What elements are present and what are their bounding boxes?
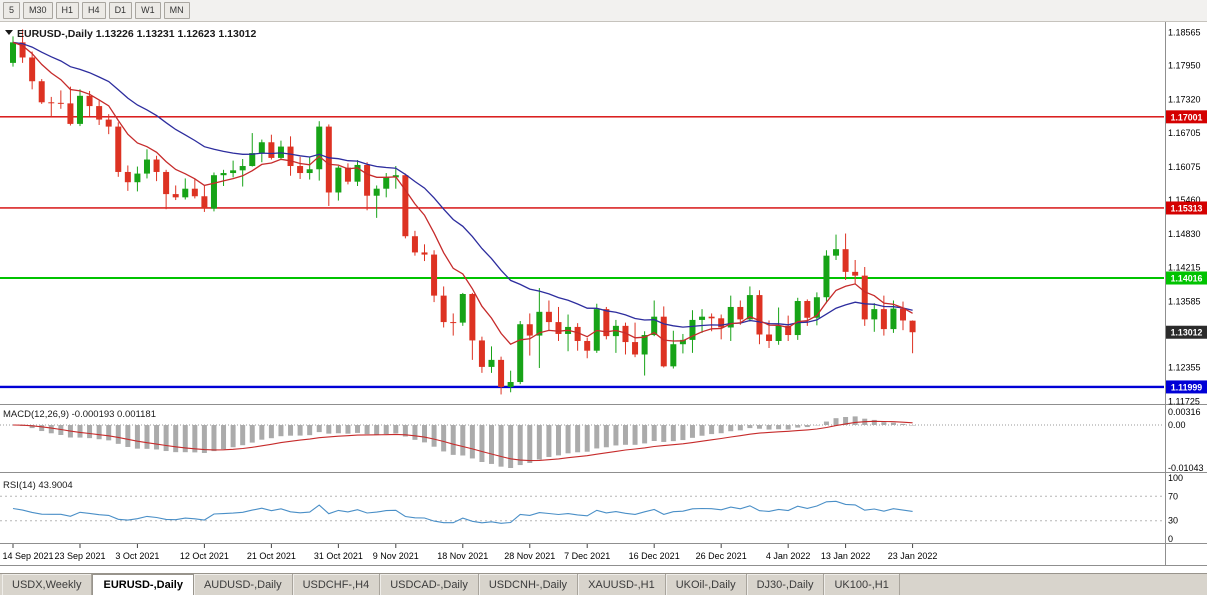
chart-tab-usdx-weekly[interactable]: USDX,Weekly bbox=[2, 574, 93, 595]
svg-text:100: 100 bbox=[1168, 473, 1183, 483]
svg-text:1.17001: 1.17001 bbox=[1171, 112, 1203, 122]
svg-text:1.13012: 1.13012 bbox=[1171, 328, 1203, 338]
macd-label: MACD(12,26,9) -0.000193 0.001181 bbox=[3, 409, 156, 420]
timeframe-button-m30[interactable]: M30 bbox=[23, 2, 53, 19]
svg-text:1.14830: 1.14830 bbox=[1168, 229, 1201, 239]
svg-text:1.15313: 1.15313 bbox=[1171, 203, 1203, 213]
svg-text:26 Dec 2021: 26 Dec 2021 bbox=[696, 551, 747, 561]
chart-tab-usdcad-daily[interactable]: USDCAD-,Daily bbox=[380, 574, 479, 595]
svg-text:1.12355: 1.12355 bbox=[1168, 363, 1201, 373]
timeframe-button-d1[interactable]: D1 bbox=[108, 2, 133, 19]
svg-text:1.14016: 1.14016 bbox=[1171, 274, 1203, 284]
svg-text:7 Dec 2021: 7 Dec 2021 bbox=[564, 551, 610, 561]
chart-tabs: USDX,Weekly EURUSD-,Daily AUDUSD-,Daily USD… bbox=[0, 573, 1207, 595]
svg-text:9 Nov 2021: 9 Nov 2021 bbox=[373, 551, 419, 561]
timeframe-buttons: 5 M30 H1 H4 D1 W1 MN bbox=[3, 2, 190, 19]
chart-tab-dj30-daily[interactable]: DJ30-,Daily bbox=[746, 574, 825, 595]
svg-text:14 Sep 2021: 14 Sep 2021 bbox=[2, 551, 53, 561]
svg-text:1.11999: 1.11999 bbox=[1171, 382, 1202, 392]
svg-text:13 Jan 2022: 13 Jan 2022 bbox=[821, 551, 871, 561]
timeframe-toolbar: 5 M30 H1 H4 D1 W1 MN bbox=[0, 0, 1207, 22]
svg-text:23 Sep 2021: 23 Sep 2021 bbox=[54, 551, 105, 561]
date-axis: 14 Sep 2021 23 Sep 2021 3 Oct 2021 12 Oct 2… bbox=[2, 544, 937, 561]
svg-text:1.17950: 1.17950 bbox=[1168, 61, 1201, 71]
chart-tab-audusd-daily[interactable]: AUDUSD-,Daily bbox=[193, 574, 293, 595]
svg-text:70: 70 bbox=[1168, 491, 1178, 501]
chart-title: EURUSD-,Daily 1.13226 1.13231 1.12623 1.… bbox=[17, 28, 256, 40]
svg-text:0: 0 bbox=[1168, 534, 1173, 544]
price-badges: 1.17001 1.15313 1.14016 1.11999 1.13012 bbox=[1166, 110, 1207, 394]
svg-text:30: 30 bbox=[1168, 516, 1178, 526]
chart-tab-usdcnh-daily[interactable]: USDCNH-,Daily bbox=[478, 574, 579, 595]
timeframe-button-mn[interactable]: MN bbox=[163, 2, 190, 19]
chart-tab-usdchf-h4[interactable]: USDCHF-,H4 bbox=[292, 574, 381, 595]
chart-area[interactable]: 1.18565 1.17950 1.17320 1.16705 1.16075 1.154… bbox=[0, 22, 1207, 573]
timeframe-button-h1[interactable]: H1 bbox=[55, 2, 80, 19]
svg-text:3 Oct 2021: 3 Oct 2021 bbox=[115, 551, 159, 561]
svg-text:1.13585: 1.13585 bbox=[1168, 296, 1201, 306]
symbol-dropdown-icon[interactable] bbox=[5, 30, 13, 35]
svg-text:1.18565: 1.18565 bbox=[1168, 27, 1201, 37]
rsi-label: RSI(14) 43.9004 bbox=[3, 480, 73, 491]
support-resistance-lines bbox=[0, 116, 1164, 389]
moving-average-lines bbox=[12, 41, 913, 345]
price-chart[interactable]: 1.18565 1.17950 1.17320 1.16705 1.16075 1.154… bbox=[0, 22, 1207, 573]
chart-tab-uk100-h1[interactable]: UK100-,H1 bbox=[824, 574, 900, 595]
chart-tab-xauusd-h1[interactable]: XAUUSD-,H1 bbox=[578, 574, 666, 595]
chart-overlay: EURUSD-,Daily 1.13226 1.13231 1.12623 1.… bbox=[3, 28, 256, 491]
panel-separators bbox=[0, 22, 1207, 566]
svg-text:1.11725: 1.11725 bbox=[1168, 397, 1200, 407]
svg-text:16 Dec 2021: 16 Dec 2021 bbox=[629, 551, 680, 561]
timeframe-button-5[interactable]: 5 bbox=[3, 2, 21, 19]
svg-text:1.14215: 1.14215 bbox=[1168, 262, 1201, 272]
rsi-panel bbox=[0, 495, 1164, 524]
price-axis: 1.18565 1.17950 1.17320 1.16705 1.16075 1.154… bbox=[1168, 27, 1204, 544]
svg-text:1.17320: 1.17320 bbox=[1168, 95, 1201, 105]
svg-text:31 Oct 2021: 31 Oct 2021 bbox=[314, 551, 363, 561]
svg-text:12 Oct 2021: 12 Oct 2021 bbox=[180, 551, 229, 561]
timeframe-button-h4[interactable]: H4 bbox=[82, 2, 106, 19]
svg-text:18 Nov 2021: 18 Nov 2021 bbox=[437, 551, 488, 561]
svg-text:1.16075: 1.16075 bbox=[1168, 162, 1201, 172]
macd-panel bbox=[0, 416, 1164, 469]
timeframe-button-w1[interactable]: W1 bbox=[135, 2, 161, 19]
svg-text:0.00: 0.00 bbox=[1168, 420, 1186, 430]
svg-text:-0.01043: -0.01043 bbox=[1168, 463, 1204, 473]
svg-text:4 Jan 2022: 4 Jan 2022 bbox=[766, 551, 811, 561]
svg-text:23 Jan 2022: 23 Jan 2022 bbox=[888, 551, 938, 561]
svg-text:28 Nov 2021: 28 Nov 2021 bbox=[504, 551, 555, 561]
svg-text:1.16705: 1.16705 bbox=[1168, 128, 1201, 138]
chart-tab-eurusd-daily[interactable]: EURUSD-,Daily bbox=[92, 574, 194, 595]
svg-text:0.00316: 0.00316 bbox=[1168, 407, 1201, 417]
svg-text:1.15460: 1.15460 bbox=[1168, 195, 1201, 205]
chart-tab-ukoil-daily[interactable]: UKOil-,Daily bbox=[665, 574, 747, 595]
candles-layer bbox=[10, 29, 916, 395]
svg-text:21 Oct 2021: 21 Oct 2021 bbox=[247, 551, 296, 561]
